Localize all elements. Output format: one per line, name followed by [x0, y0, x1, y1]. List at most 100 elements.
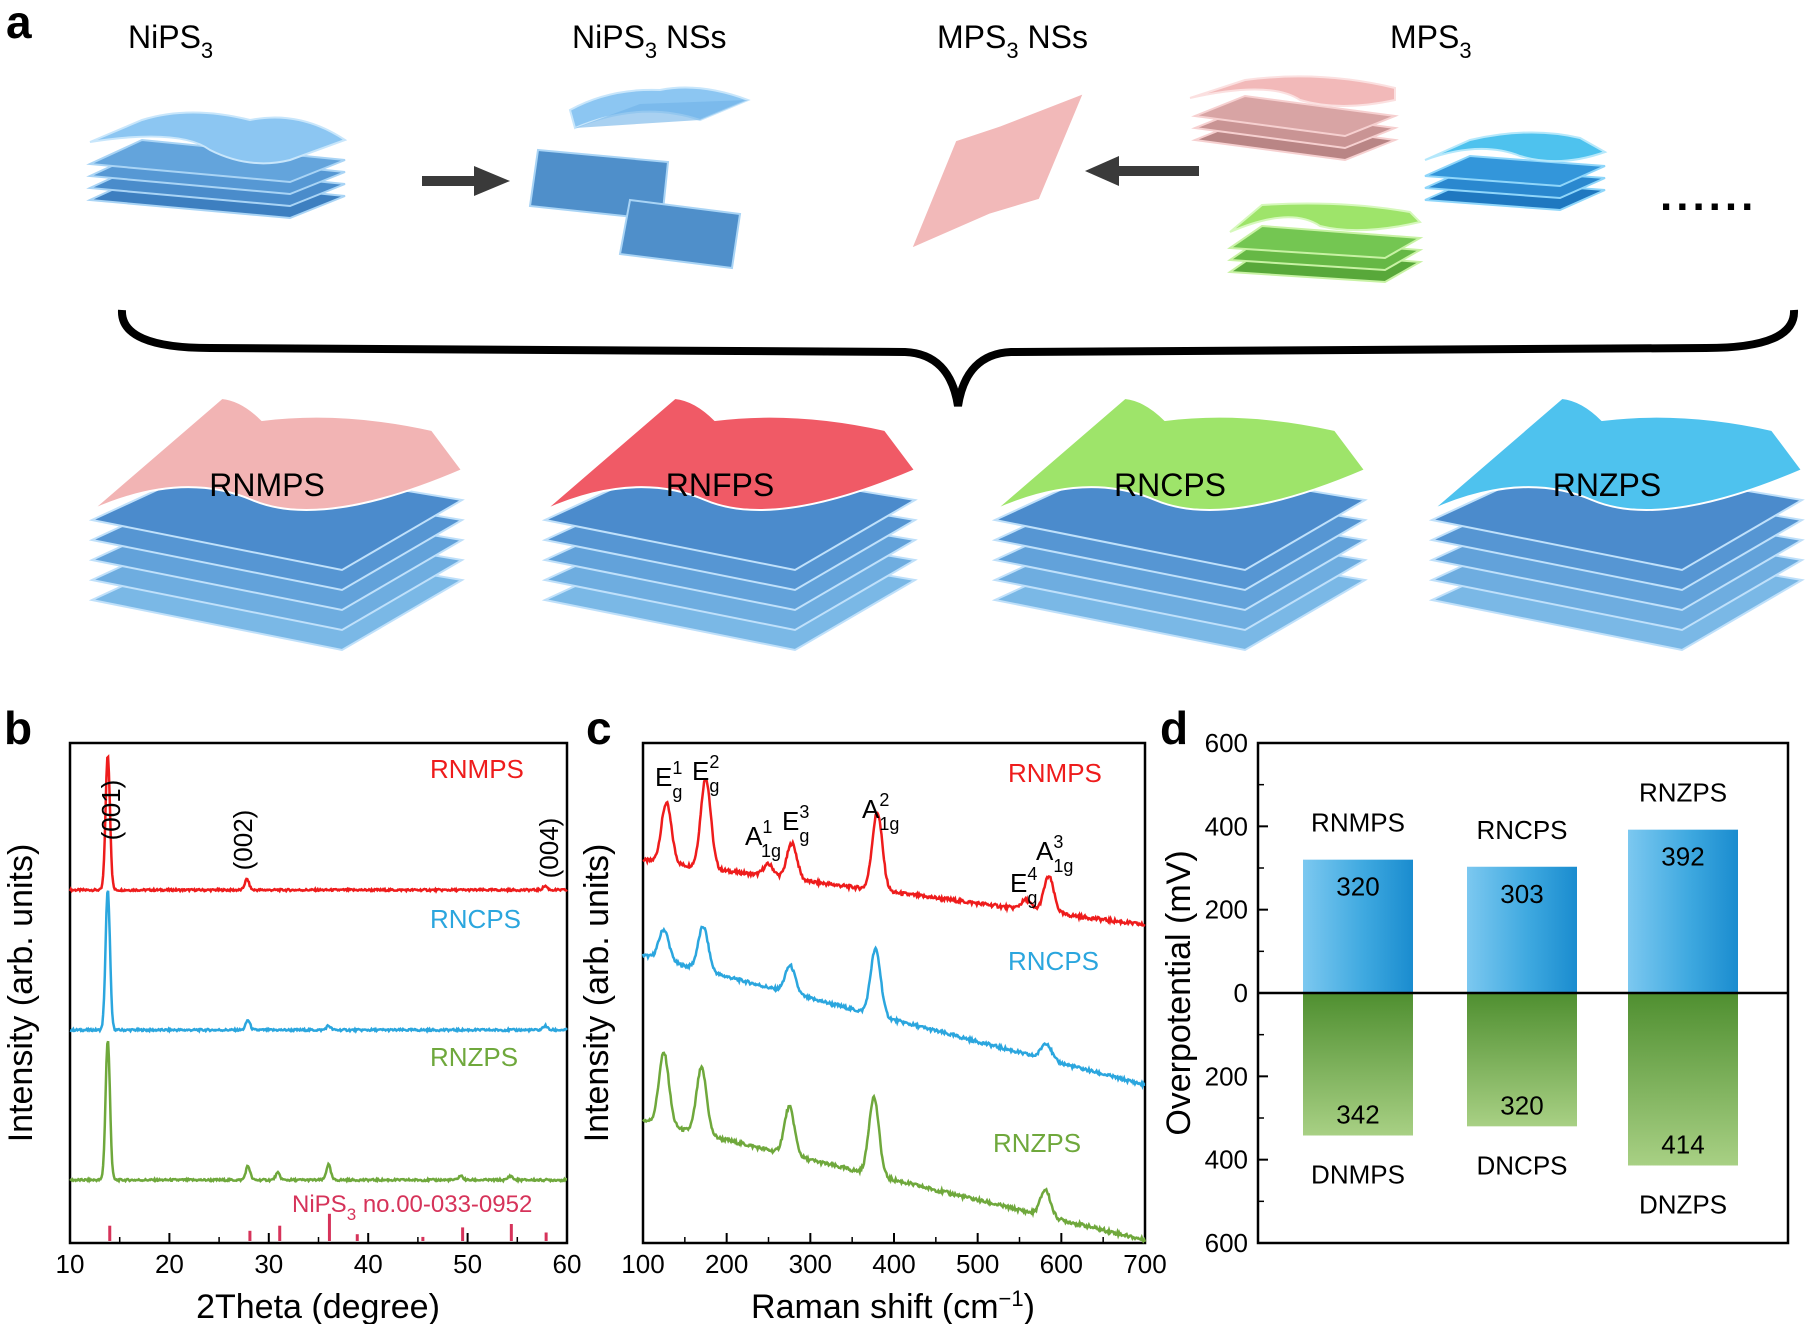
mode-label: E2 g [692, 752, 719, 796]
top-sheet [544, 396, 917, 511]
x-tick-label: 700 [1123, 1249, 1166, 1279]
mode-label: E3 g [782, 802, 809, 846]
panel-letter-a: a [6, 0, 32, 48]
bar-value-label-negative: 320 [1500, 1090, 1543, 1120]
top-sheet [1431, 396, 1804, 511]
product-label-rnfps: RNFPS [666, 467, 774, 503]
grouping-brace [118, 309, 1798, 407]
mode-label: A1 1g [745, 817, 781, 861]
label-nips3-nss: NiPS3 NSs [572, 19, 727, 63]
series-label-rnmps-b: RNMPS [430, 754, 524, 784]
mode-label: A2 1g [862, 790, 899, 834]
series-line-rnmps [68, 754, 568, 894]
panel-d: d 600 400 200 0 200 400 600 320 342 RNMPS DNMPS 30… [1160, 702, 1790, 1258]
mps3-blue-stack [1424, 131, 1608, 212]
bar-negative [1303, 993, 1413, 1136]
series-label-rnmps-c: RNMPS [1008, 758, 1102, 788]
bar-value-label-positive: 303 [1500, 879, 1543, 909]
bar-negative [1467, 993, 1577, 1127]
x-tick-label: 30 [254, 1249, 283, 1279]
bars-d: 320 342 RNMPS DNMPS 303 320 RNCPS DNCPS 392 414 RN… [1258, 778, 1788, 1220]
y-axis-title-c: Intensity (arb. units) [578, 844, 616, 1143]
panel-letter-d: d [1160, 702, 1188, 754]
series-line-rnzps [642, 1051, 1147, 1244]
y-axis-title-b: Intensity (arb. units) [2, 844, 40, 1143]
product-stack-rnfps: RNFPS [541, 396, 918, 652]
series-label-rnzps-b: RNZPS [430, 1042, 518, 1072]
bar-positive [1303, 859, 1413, 993]
label-mps3-nss: MPS3 NSs [937, 19, 1088, 63]
series-label-rncps-c: RNCPS [1008, 946, 1099, 976]
peak-label-004: (004) [534, 818, 564, 879]
product-label-rncps: RNCPS [1114, 467, 1226, 503]
peak-label-002: (002) [228, 810, 258, 871]
reference-lines-b [108, 1213, 548, 1241]
bar-positive [1467, 866, 1577, 993]
bar-negative [1628, 993, 1738, 1166]
series-b [68, 754, 568, 1184]
y-tick-label: 400 [1205, 811, 1248, 841]
bar-category-label-positive: RNZPS [1639, 778, 1727, 808]
nips3-nanosheets [528, 86, 751, 270]
panel-a: a NiPS3 NiPS3 NSs MPS3 NSs MPS3 [6, 0, 1805, 652]
nips3-bulk-stack [86, 111, 348, 220]
peak-label-001: (001) [96, 780, 126, 841]
series-line-rnmps [642, 778, 1146, 928]
product-label-rnzps: RNZPS [1553, 467, 1661, 503]
y-tick-label: 600 [1205, 728, 1248, 758]
series-label-rnzps-c: RNZPS [993, 1128, 1081, 1158]
x-tick-label: 500 [956, 1249, 999, 1279]
reference-label: NiPS3 no.00-033-0952 [292, 1191, 532, 1224]
mps3-pink-stack [1189, 75, 1399, 162]
y-tick-label: 400 [1205, 1145, 1248, 1175]
mps3-green-stack [1227, 202, 1424, 284]
bar-category-label-positive: RNMPS [1311, 808, 1405, 838]
series-c [641, 778, 1147, 1244]
x-tick-label: 50 [453, 1249, 482, 1279]
top-sheet [91, 396, 464, 511]
y-tick-label: 0 [1234, 978, 1248, 1008]
y-tick-label: 200 [1205, 1061, 1248, 1091]
series-line-rncps [641, 925, 1146, 1091]
top-sheet [994, 396, 1367, 511]
panel-letter-b: b [4, 702, 32, 754]
bar-category-label-negative: DNCPS [1476, 1150, 1567, 1180]
y-tick-label: 600 [1205, 1228, 1248, 1258]
arrow-right [422, 166, 510, 196]
bar-category-label-negative: DNZPS [1639, 1190, 1727, 1220]
mode-label: E1 g [655, 758, 682, 802]
label-mps3: MPS3 [1390, 19, 1472, 63]
x-tick-label: 300 [789, 1249, 832, 1279]
plot-frame-b [68, 741, 569, 1245]
series-line-rnzps [69, 1040, 568, 1184]
product-stack-rnzps: RNZPS [1428, 396, 1805, 652]
bar-value-label-positive: 320 [1336, 872, 1379, 902]
arrow-left [1085, 156, 1199, 186]
y-axis-title-d: Overpotential (mV) [1160, 850, 1198, 1135]
ellipsis: ...... [1660, 171, 1757, 220]
mode-label: A3 1g [1036, 832, 1073, 876]
product-stacks: RNMPS RNFPS RNCPS RNZPS [88, 396, 1805, 652]
bar-category-label-positive: RNCPS [1476, 815, 1567, 845]
product-label-rnmps: RNMPS [209, 467, 325, 503]
series-label-rncps-b: RNCPS [430, 904, 521, 934]
product-stack-rnmps: RNMPS [88, 396, 465, 652]
series-line-rncps [69, 890, 568, 1034]
bar-category-label-negative: DNMPS [1311, 1160, 1405, 1190]
x-tick-label: 20 [155, 1249, 184, 1279]
label-nips3: NiPS3 [128, 19, 213, 63]
product-stack-rncps: RNCPS [991, 396, 1368, 652]
x-tick-label: 400 [872, 1249, 915, 1279]
bar-positive [1628, 829, 1738, 993]
x-tick-label: 100 [621, 1249, 664, 1279]
x-axis-title-b: 2Theta (degree) [196, 1288, 440, 1324]
x-ticks-b: 10 20 30 40 50 60 [56, 1233, 581, 1279]
x-tick-label: 10 [56, 1249, 85, 1279]
x-tick-label: 600 [1040, 1249, 1083, 1279]
y-tick-label: 200 [1205, 895, 1248, 925]
mode-label: E4 g [1010, 864, 1037, 908]
bar-value-label-positive: 392 [1661, 842, 1704, 872]
panel-b: b 10 20 30 40 50 60 (001) (002) (004) RNMPS R… [2, 702, 581, 1324]
